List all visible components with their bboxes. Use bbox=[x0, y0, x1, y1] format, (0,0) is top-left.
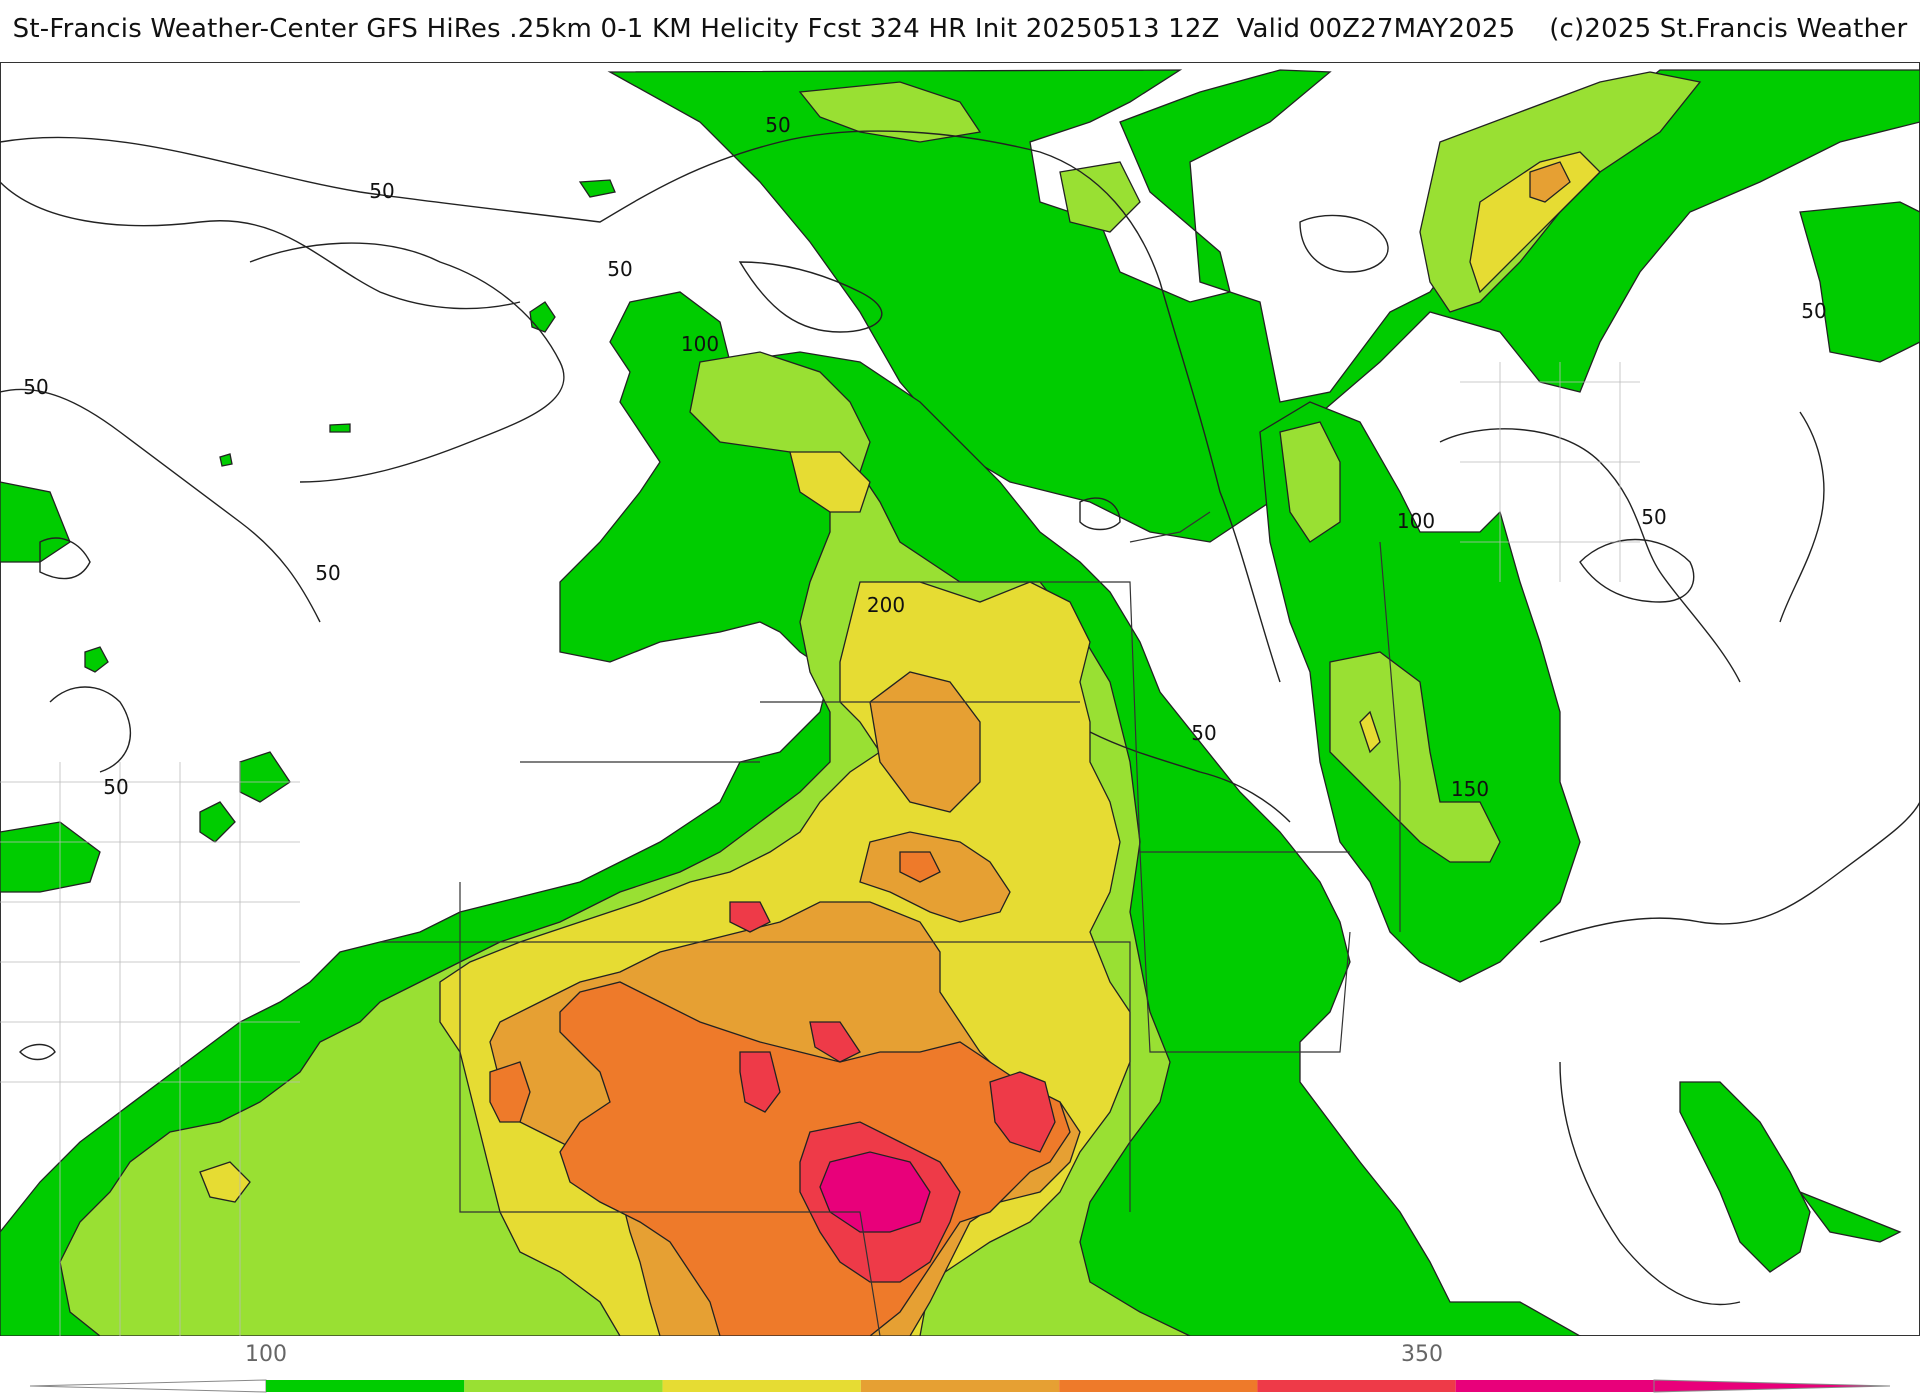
contour-label: 50 bbox=[315, 561, 340, 585]
contour-label: 50 bbox=[369, 179, 394, 203]
contour-label: 150 bbox=[1451, 777, 1489, 801]
colorbar-label-low: 100 bbox=[245, 1342, 287, 1367]
contour-label: 100 bbox=[1397, 509, 1435, 533]
colorbar bbox=[29, 1379, 1891, 1393]
colorbar-low-extension bbox=[29, 1379, 267, 1393]
colorbar-bin bbox=[266, 1380, 465, 1392]
contour-label: 50 bbox=[1641, 505, 1666, 529]
contour-labels: 50 50 50 100 50 50 50 200 50 100 50 150 … bbox=[23, 113, 1826, 801]
county-lines bbox=[0, 362, 1640, 1336]
contour-label: 50 bbox=[103, 775, 128, 799]
contour-label: 50 bbox=[765, 113, 790, 137]
helicity-map: 50 50 50 100 50 50 50 200 50 100 50 150 … bbox=[0, 62, 1920, 1336]
page-title: St-Francis Weather-Center GFS HiRes .25k… bbox=[12, 14, 1908, 44]
colorbar-bin bbox=[1455, 1380, 1654, 1392]
contour-label: 100 bbox=[681, 332, 719, 356]
colorbar-bins bbox=[266, 1380, 1654, 1392]
contour-label: 50 bbox=[607, 257, 632, 281]
colorbar-high-extension bbox=[1653, 1379, 1891, 1393]
colorbar-bin bbox=[464, 1380, 663, 1392]
contour-label: 50 bbox=[1191, 721, 1216, 745]
contour-lines-50 bbox=[0, 130, 1920, 1306]
colorbar-label-high: 350 bbox=[1401, 1342, 1443, 1367]
colorbar-bin bbox=[662, 1380, 861, 1392]
contour-label: 50 bbox=[1801, 299, 1826, 323]
colorbar-bin bbox=[860, 1380, 1060, 1392]
colorbar-bin bbox=[1257, 1380, 1456, 1392]
colorbar-bin bbox=[1059, 1380, 1258, 1392]
contour-label: 50 bbox=[23, 375, 48, 399]
state-boundaries bbox=[380, 511, 1401, 1336]
contour-label: 200 bbox=[867, 593, 905, 617]
